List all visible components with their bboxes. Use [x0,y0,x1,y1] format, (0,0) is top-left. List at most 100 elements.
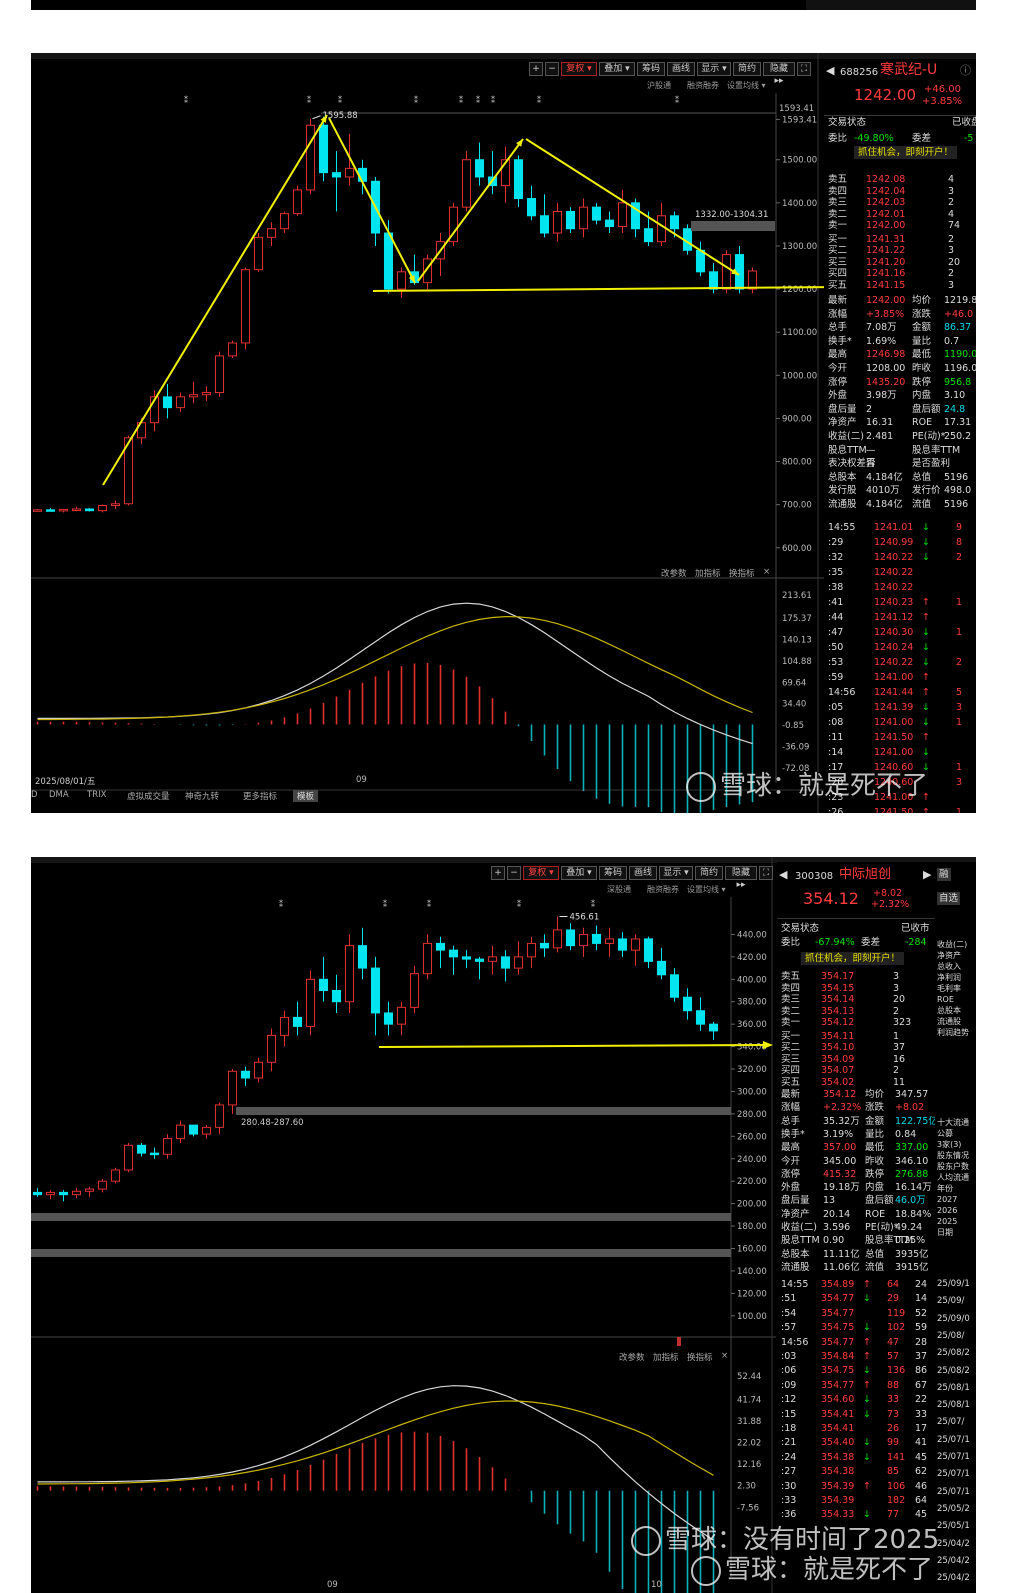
open-account-banner[interactable]: 抓住机会，即刻开户！ [854,146,958,159]
back-arrow-icon[interactable]: ◀ [779,868,788,881]
sub-link[interactable]: 深股通 [607,885,631,894]
toolbar-button[interactable]: 显示 ▾ [659,866,693,880]
sub-link[interactable]: 融资融券 [687,81,719,90]
event-marker-icon: ⁑ [383,898,387,909]
tick-volume: 26 [887,1423,900,1434]
bid-label: 买五 [828,279,848,291]
open-account-banner[interactable]: 抓住机会，即刻开户！ [801,952,905,965]
info-icon[interactable]: ⓘ [960,64,971,77]
candle-body [305,978,316,1027]
toolbar-button[interactable]: 画线 [667,62,695,76]
bid-price: 1241.15 [866,279,906,291]
toolbar-button[interactable]: 复权 ▾ [561,62,597,76]
bid-volume: 1 [893,1030,900,1042]
xueqiu-logo-icon [631,1525,661,1556]
bid-label: 买三 [828,256,848,268]
stat-value: 346.10 [895,1155,929,1167]
candle-body [487,956,498,962]
toolbar-button[interactable]: 复权 ▾ [523,866,559,880]
sub-link[interactable]: 设置均线 ▾ [687,885,726,894]
toolbar-button[interactable]: 隐藏 ▸▸ [763,62,795,86]
quote-panel: ◀ 300308 中际旭创 ▶ 354.12 +8.02 +2.32% 交易状态… [777,862,938,1593]
indicator-link[interactable]: 换指标 [729,569,755,579]
ask-price: 1242.00 [866,220,906,231]
arrow-head [731,268,739,275]
price-change-pct: +2.32% [871,899,910,910]
toolbar-button[interactable]: 筹码 [599,866,627,880]
stat-value: 956.8 [944,376,972,388]
toolbar-button[interactable]: 简约 [695,866,723,880]
toolbar-button[interactable]: − [545,62,559,76]
toolbar-button[interactable]: − [507,866,521,880]
indicator-link[interactable]: × [763,567,771,577]
toolbar-button[interactable]: + [529,62,543,76]
bid-label: 买二 [828,245,848,256]
indicator-link[interactable]: 改参数 [619,1353,645,1363]
weicha-value: -284 [905,937,927,948]
indicator-tab[interactable]: 更多指标 [243,792,278,802]
macd-dea-line [37,1400,714,1485]
ask-label: 卖一 [828,220,848,231]
tick-count: 41 [915,1437,928,1449]
indicator-link[interactable]: × [721,1351,729,1361]
down-arrow-icon: ↓ [863,1365,871,1377]
ask-price: 1242.08 [866,174,906,185]
candle-body [240,1070,251,1079]
tick-price: 354.75 [821,1322,855,1334]
tick-count: 22 [915,1394,928,1406]
toolbar-button[interactable]: 筹码 [637,62,665,76]
toolbar-button[interactable]: + [491,866,505,880]
indicator-link[interactable]: 加指标 [695,569,721,579]
stat-label: 总股本 [781,1248,810,1260]
candle-body [279,1016,290,1036]
indicator-tab[interactable]: TRIX [87,790,107,800]
candle-body [591,933,602,944]
toolbar-button[interactable]: 画线 [629,866,657,880]
tick-volume: 88 [887,1379,900,1391]
tick-volume: 29 [887,1293,900,1305]
toolbar-button[interactable]: 显示 ▾ [697,62,731,76]
stat-value: 17.31 [944,417,972,429]
candle-body [526,942,537,958]
ask-volume: 4 [948,208,955,220]
tick-volume: 182 [887,1495,906,1506]
forward-arrow-icon[interactable]: ▶ [923,868,932,881]
stat-value: 1.69% [866,335,897,347]
toolbar-button[interactable]: 简约 [733,62,761,76]
indicator-tab[interactable]: 模板 [293,790,319,802]
tick-price: 1240.22 [874,567,914,578]
stat-label: 流值 [865,1261,885,1273]
candlestick-chart-2[interactable]: 440.00420.00400.00380.00360.00340.00320.… [31,857,976,1593]
indicator-tab[interactable]: 神奇九转 [185,792,220,802]
sub-link[interactable]: 沪股通 [647,81,671,90]
side-btn[interactable]: 自选 [937,892,961,905]
fullscreen-icon[interactable]: ⛶ [759,866,773,880]
sub-link[interactable]: 设置均线 ▾ [727,81,766,90]
y-tick-label: 700.00 [782,501,812,511]
stat-value: 0.90 [823,1235,845,1247]
indicator-link[interactable]: 改参数 [661,569,687,579]
stat-value: 1196.0 [944,363,976,374]
side-tab[interactable]: 融 [937,868,951,881]
stat-label: 净资产 [781,1208,810,1220]
sub-link[interactable]: 融资融券 [647,885,679,894]
indicator-tab[interactable]: D [31,790,38,800]
indicator-link[interactable]: 加指标 [653,1353,679,1363]
indicator-tab[interactable]: DMA [49,790,69,800]
indicator-link[interactable]: 换指标 [687,1353,713,1363]
candle-body [227,342,238,357]
stat-value: 250.2 [944,431,972,442]
toolbar-button[interactable]: 叠加 ▾ [599,62,635,76]
fullscreen-icon[interactable]: ⛶ [797,62,811,76]
candlestick-chart-1[interactable]: 1593.41 1500.00 1400.00 1300.00 1200.00 1100.… [31,53,976,813]
candle-body [97,1180,108,1190]
tick-price: 354.39 [821,1480,855,1492]
price-change-pct: +3.85% [922,96,963,107]
macd-tick-label: -0.85 [782,721,804,731]
side-label: 人均流通 [937,1173,969,1182]
indicator-tab[interactable]: 虚拟成交量 [127,792,170,802]
toolbar-button[interactable]: 叠加 ▾ [561,866,597,880]
down-arrow-icon: ↓ [922,702,930,713]
toolbar-button[interactable]: 隐藏 ▸▸ [725,866,757,890]
back-arrow-icon[interactable]: ◀ [826,64,835,77]
